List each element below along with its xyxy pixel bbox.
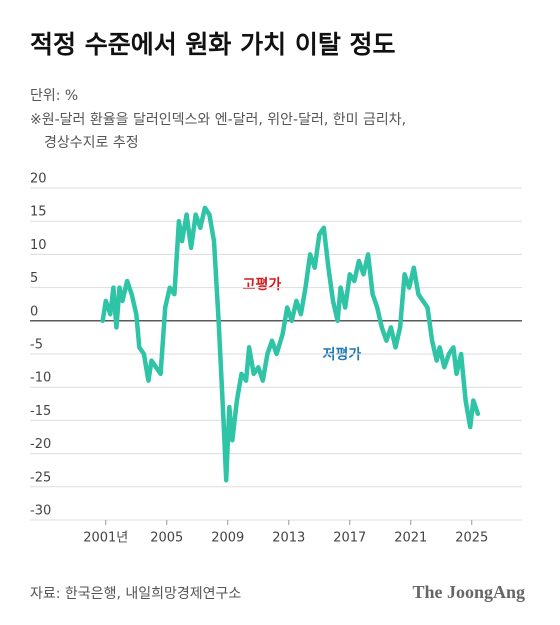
x-tick-label: 2017 [333,531,366,546]
data-line [100,205,481,483]
y-tick-label: 0 [30,304,38,319]
subtitle: ※원-달러 환율을 달러인덱스와 엔-달러, 위안-달러, 한미 금리차, [30,112,406,128]
y-tick-label: 5 [30,271,38,286]
y-tick-label: -25 [30,470,51,485]
y-tick-label: 20 [30,172,47,187]
y-tick-label: -10 [30,371,51,386]
annotation: 고평가 [243,276,282,293]
x-tick-label: 2001년 [83,531,128,546]
brand: The JoongAng [412,582,525,602]
y-tick-label: -5 [30,338,43,353]
y-tick-label: 15 [30,205,47,220]
subtitle: 경상수지로 추정 [44,135,139,151]
y-tick-label: 10 [30,238,47,253]
y-tick-label: -20 [30,437,51,452]
x-tick-label: 2013 [272,531,305,546]
y-tick-label: -30 [30,504,51,519]
y-tick-label: -15 [30,404,51,419]
chart-title: 적정 수준에서 원화 가치 이탈 정도 [30,30,396,59]
source: 자료: 한국은행, 내일희망경제연구소 [30,586,241,602]
x-tick-label: 2009 [211,531,244,546]
x-tick-label: 2021 [394,531,427,546]
x-tick-label: 2025 [455,531,488,546]
subtitle: 단위: % [30,88,78,104]
x-tick-label: 2005 [150,531,183,546]
